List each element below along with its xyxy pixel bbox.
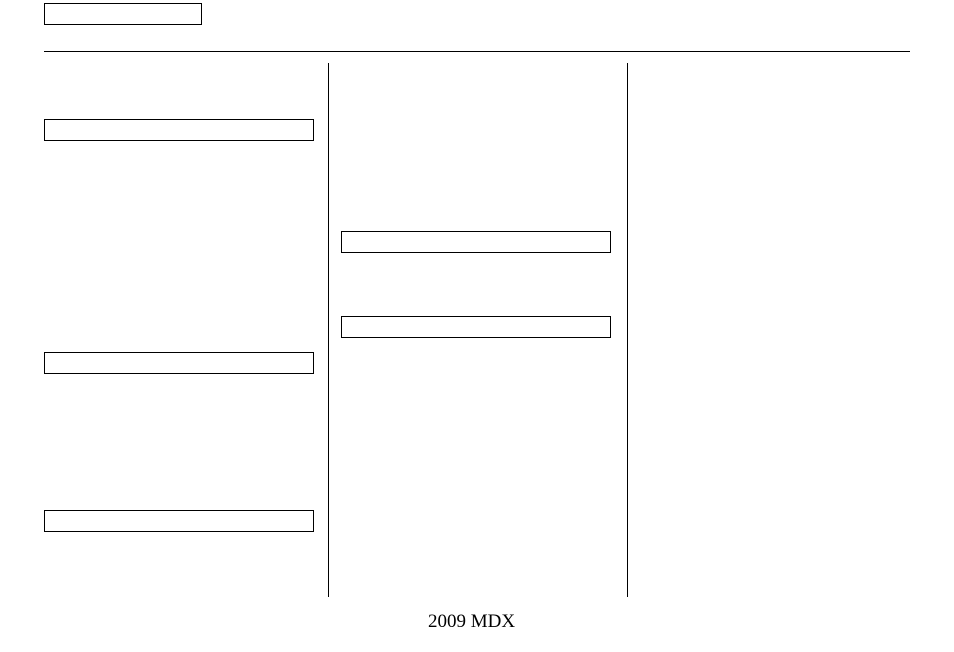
column-divider-2 [627,63,628,597]
col1-box-2 [44,352,314,374]
col2-box-2 [341,316,611,338]
footer-text: 2009 MDX [428,611,515,633]
top-small-box [44,3,202,25]
col2-box-1 [341,231,611,253]
column-divider-1 [328,63,329,597]
col1-box-3 [44,510,314,532]
col1-box-1 [44,119,314,141]
horizontal-divider [44,51,910,52]
